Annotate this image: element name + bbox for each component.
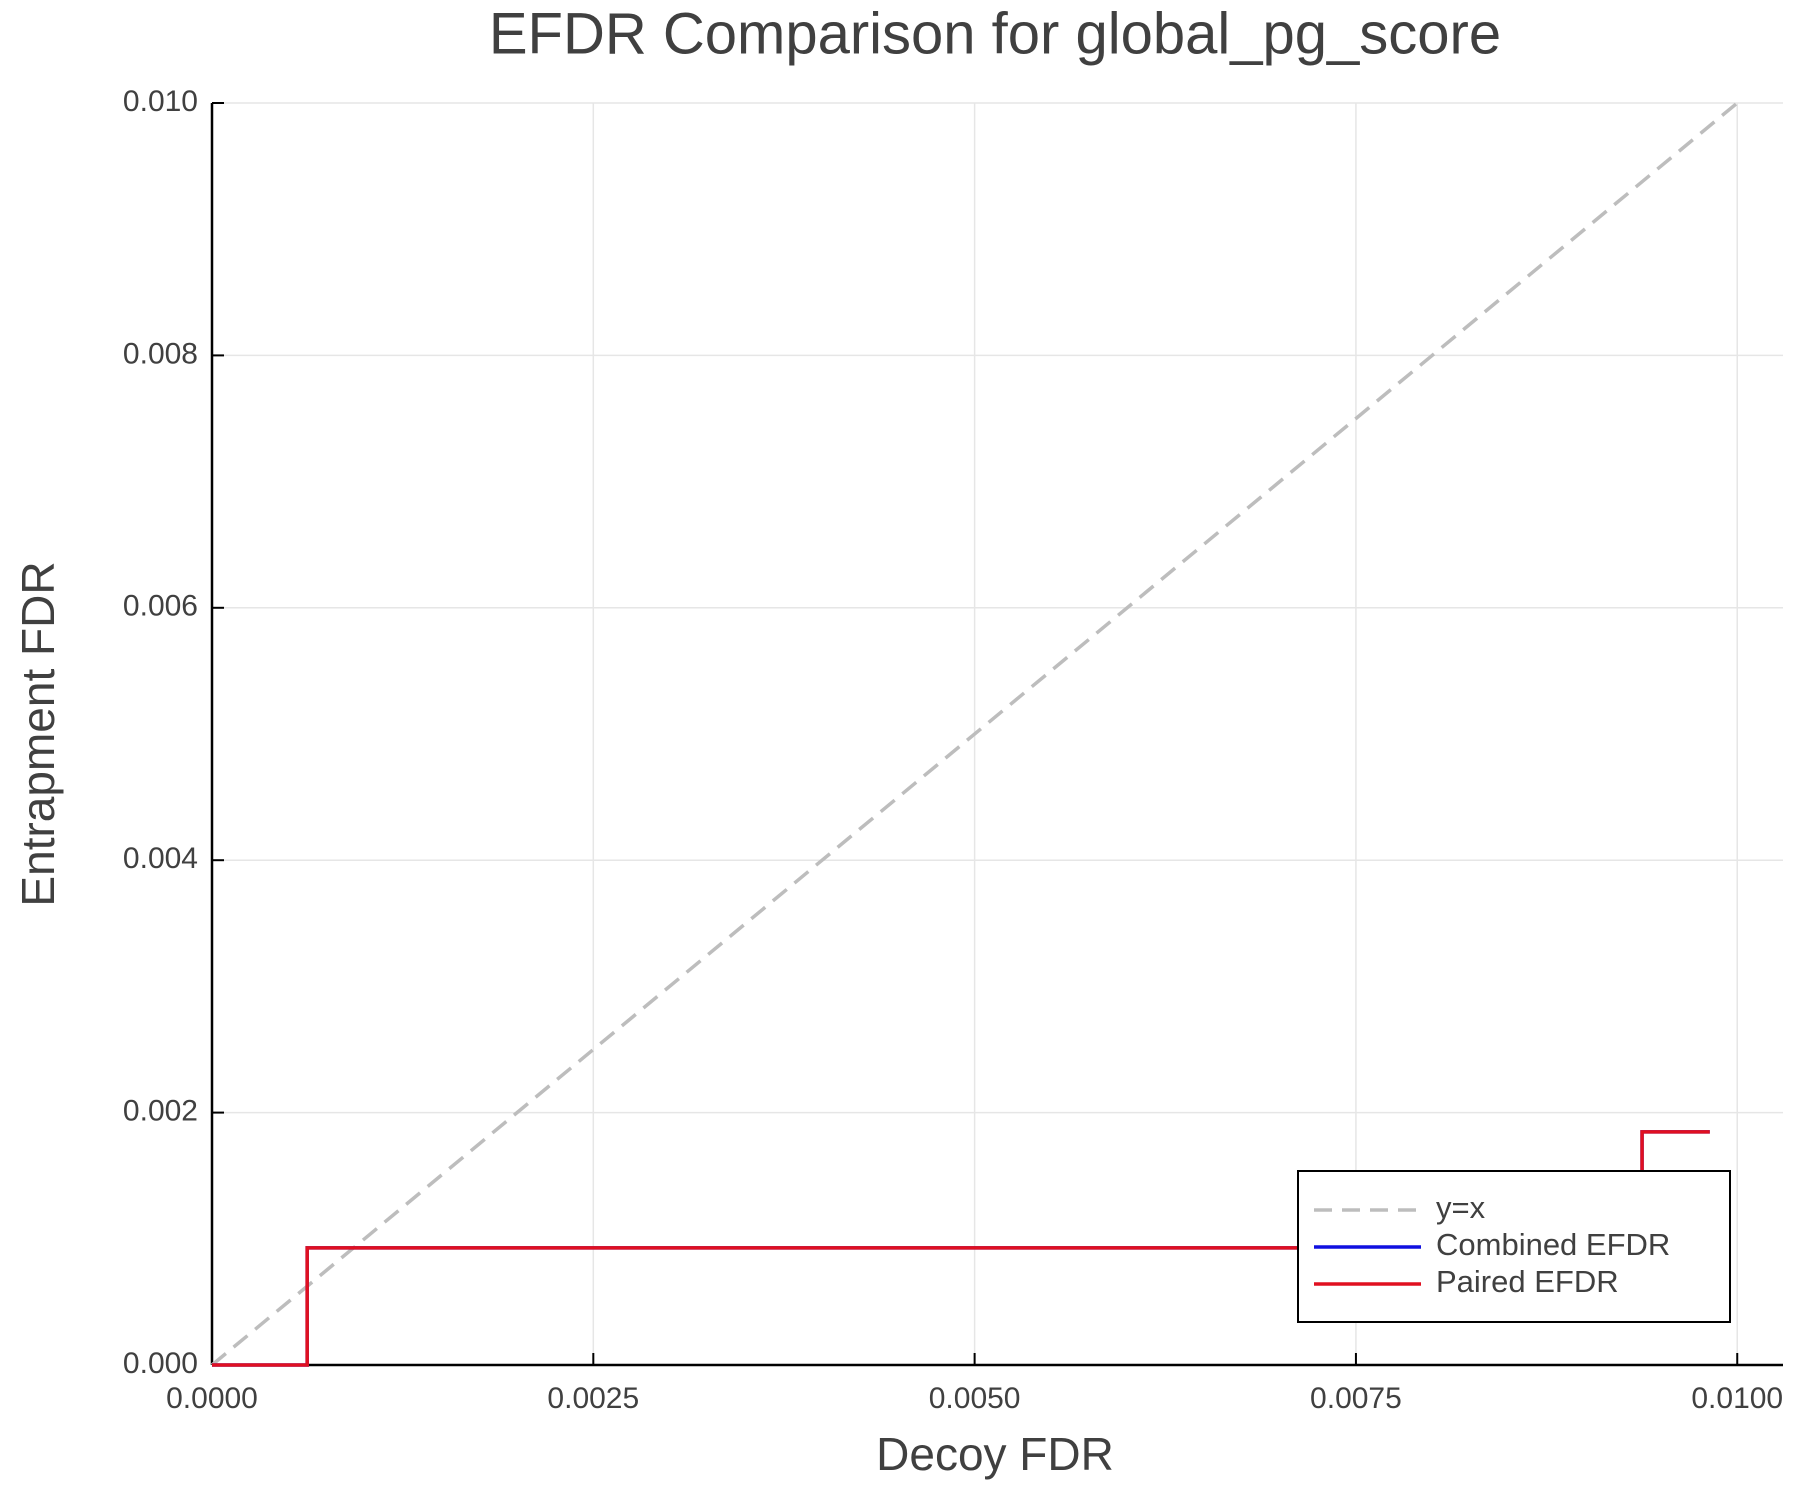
x-tick-label: 0.0050 (929, 1382, 1021, 1415)
legend-label: Paired EFDR (1436, 1264, 1619, 1299)
line-series (210, 101, 1739, 1367)
y-tick-label: 0.000 (123, 1347, 198, 1380)
x-tick-label: 0.0000 (166, 1382, 258, 1415)
y-tick-label: 0.010 (123, 85, 198, 118)
legend-label: Combined EFDR (1436, 1227, 1670, 1262)
y-tick-label: 0.006 (123, 590, 198, 623)
line-series (212, 1130, 1710, 1367)
y-axis-label: Entrapment FDR (12, 561, 64, 906)
x-axis-label: Decoy FDR (876, 1428, 1114, 1480)
x-tick-label: 0.0075 (1310, 1382, 1402, 1415)
chart-title: EFDR Comparison for global_pg_score (489, 1, 1501, 66)
x-tick-label: 0.0025 (547, 1382, 639, 1415)
y-tick-label: 0.002 (123, 1095, 198, 1128)
y-tick-label: 0.008 (123, 337, 198, 370)
y-tick-label: 0.004 (123, 842, 198, 875)
legend-label: y=x (1436, 1190, 1486, 1225)
x-tick-label: 0.0100 (1691, 1382, 1783, 1415)
